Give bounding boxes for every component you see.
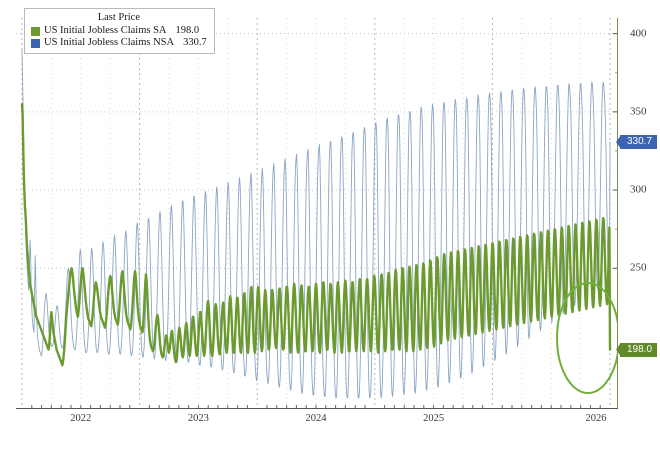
legend-swatch-blue xyxy=(31,38,40,48)
x-axis-tick-label: 2023 xyxy=(187,413,209,424)
series-line-sa xyxy=(20,102,612,367)
value-badge-sa: 198.0 xyxy=(620,342,658,357)
legend-label-nsa: US Initial Jobless Claims NSA xyxy=(44,37,175,48)
legend-title: Last Price xyxy=(97,12,140,23)
x-axis-tick-label: 2024 xyxy=(305,413,327,424)
legend-value-sa: 198.0 xyxy=(175,25,200,36)
legend-swatch-green xyxy=(31,26,40,36)
value-badge-nsa: 330.7 xyxy=(620,135,658,150)
legend-row-sa: US Initial Jobless Claims SA 198.0 xyxy=(31,25,207,37)
x-axis-tick-label: 2022 xyxy=(70,413,92,424)
y-axis-tick-label: 350 xyxy=(630,105,647,118)
legend-value-nsa: 330.7 xyxy=(183,37,207,48)
y-axis-tick-label: 400 xyxy=(630,27,647,40)
x-axis-tick-label: 2025 xyxy=(423,413,445,424)
legend-box: Last Price US Initial Jobless Claims SA … xyxy=(24,8,215,54)
plot-area xyxy=(16,18,618,409)
chart-canvas xyxy=(16,18,618,409)
y-axis-tick-label: 250 xyxy=(630,261,647,274)
legend-label-sa: US Initial Jobless Claims SA xyxy=(44,25,167,36)
highlight-ellipse xyxy=(556,282,618,394)
x-axis-tick-label: 2026 xyxy=(585,413,607,424)
legend-row-nsa: US Initial Jobless Claims NSA 330.7 xyxy=(31,37,207,49)
y-axis-tick-label: 300 xyxy=(630,183,647,196)
vertical-gridlines xyxy=(21,18,611,409)
